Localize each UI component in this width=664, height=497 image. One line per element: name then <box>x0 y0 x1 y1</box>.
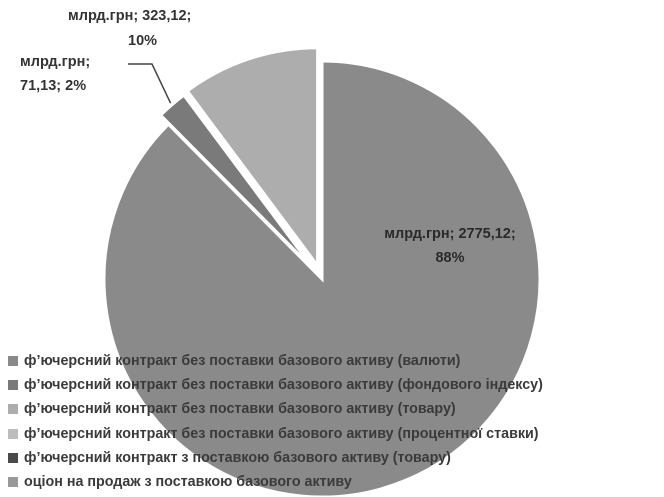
legend-label: ф’ючерсний контракт з поставкою базового… <box>24 449 451 466</box>
legend-swatch <box>8 356 18 367</box>
legend-item-commodity: ф’ючерсний контракт без поставки базовог… <box>8 397 543 421</box>
data-label-commodity-value: млрд.грн; 323,12; <box>68 8 191 24</box>
legend-label: ф’ючерсний контракт без поставки базовог… <box>24 425 539 442</box>
data-label-currency-percent: 88% <box>435 250 464 266</box>
legend-swatch <box>8 404 18 415</box>
data-label-stock-index-value: млрд.грн; <box>20 54 90 70</box>
legend-label: ф’ючерсний контракт без поставки базовог… <box>24 401 456 418</box>
legend: ф’ючерсний контракт без поставки базовог… <box>8 349 543 494</box>
legend-swatch <box>8 428 18 439</box>
pie-data-labels: млрд.грн; 2775,12; 88% млрд.грн; 71,13; 2% м… <box>20 8 516 266</box>
data-label-currency-value: млрд.грн; 2775,12; <box>384 226 515 242</box>
legend-item-interest-rate: ф’ючерсний контракт без поставки базовог… <box>8 422 543 446</box>
legend-swatch <box>8 477 18 488</box>
data-label-commodity-percent: 10% <box>128 33 157 49</box>
legend-item-delivery-commodity: ф’ючерсний контракт з поставкою базового… <box>8 446 543 470</box>
pie-slice-2 <box>185 46 320 271</box>
legend-swatch <box>8 452 18 463</box>
legend-item-option-sale: оціон на продаж з поставкою базового акт… <box>8 470 543 494</box>
legend-label: оціон на продаж з поставкою базового акт… <box>24 474 352 491</box>
legend-swatch <box>8 380 18 391</box>
legend-item-stock-index: ф’ючерсний контракт без поставки базовог… <box>8 373 543 397</box>
data-label-stock-index-percent: 71,13; 2% <box>20 78 86 94</box>
legend-label: ф’ючерсний контракт без поставки базовог… <box>24 353 461 370</box>
leader-line-stock-index <box>128 63 172 104</box>
legend-item-currency: ф’ючерсний контракт без поставки базовог… <box>8 349 543 373</box>
legend-label: ф’ючерсний контракт без поставки базовог… <box>24 377 543 394</box>
pie-slices <box>102 46 542 497</box>
pie-slice-1 <box>158 93 316 271</box>
